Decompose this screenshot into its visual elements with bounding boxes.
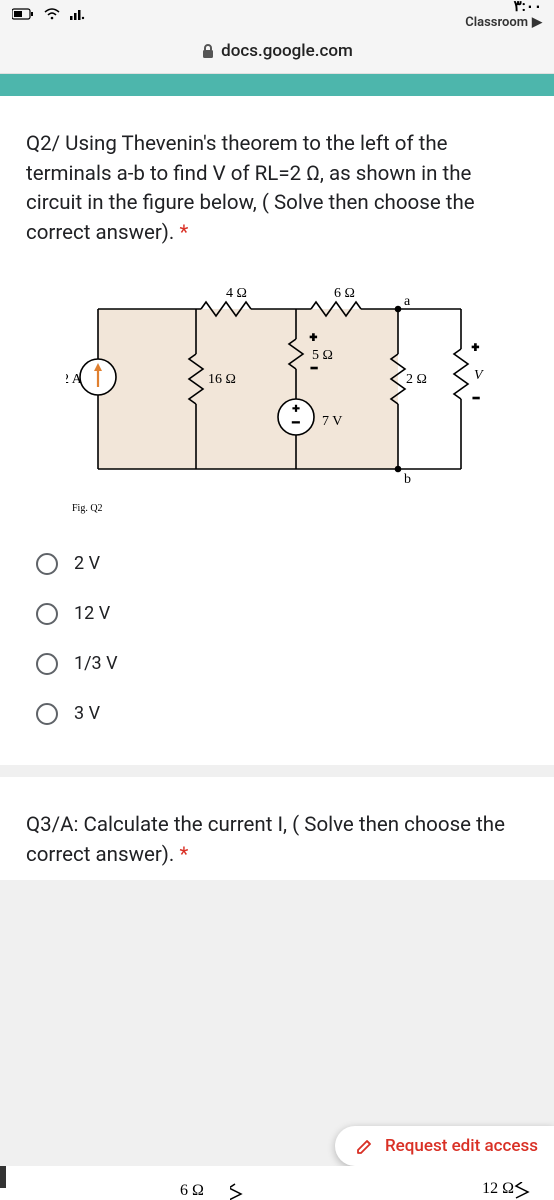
resistor-peek-icon — [230, 1182, 270, 1200]
label-7v: 7 V — [322, 414, 342, 429]
partial-12ohm: 12 Ω — [482, 1180, 514, 1198]
required-mark: * — [179, 843, 188, 867]
figure-caption: Fig. Q2 — [72, 503, 103, 514]
svg-text:+: + — [310, 330, 317, 344]
lock-icon — [201, 43, 215, 59]
option-4[interactable]: 3 V — [36, 703, 528, 725]
resistor-peek-icon — [512, 1182, 532, 1200]
option-label: 12 V — [74, 603, 110, 624]
circuit-svg: + − — [66, 279, 506, 499]
question-2-card: Q2/ Using Thevenin's theorem to the left… — [0, 96, 554, 777]
circuit-figure: + − — [26, 279, 528, 509]
battery-icon — [12, 8, 34, 20]
svg-text:−: − — [292, 416, 300, 431]
label-v: V — [474, 368, 484, 383]
q2-options: 2 V 12 V 1/3 V 3 V — [26, 553, 528, 725]
label-4ohm: 4 Ω — [226, 286, 247, 301]
request-edit-access-button[interactable]: Request edit access — [335, 1126, 554, 1166]
option-1[interactable]: 2 V — [36, 553, 528, 575]
side-indicator — [0, 1166, 6, 1188]
status-right: ٣:٠٠ Classroom ▶ — [465, 0, 542, 29]
url-text: docs.google.com — [221, 41, 353, 61]
bottom-cutoff: 6 Ω 12 Ω — [0, 1166, 554, 1200]
node-a: a — [404, 294, 411, 309]
node-b: b — [404, 472, 411, 487]
status-bar: ٣:٠٠ Classroom ▶ — [0, 0, 554, 28]
radio-icon — [36, 703, 58, 725]
question-3-text: Q3/A: Calculate the current I, ( Solve t… — [26, 811, 528, 870]
play-icon: ▶ — [532, 16, 542, 29]
question-2-text: Q2/ Using Thevenin's theorem to the left… — [26, 130, 528, 249]
signal-icon — [70, 8, 86, 20]
required-mark: * — [179, 221, 188, 245]
option-label: 3 V — [74, 703, 100, 724]
svg-text:−: − — [472, 391, 480, 407]
label-5ohm: 5 Ω — [312, 348, 333, 363]
classroom-label: Classroom — [465, 16, 528, 29]
page-content: Q2/ Using Thevenin's theorem to the left… — [0, 96, 554, 880]
partial-6ohm: 6 Ω — [180, 1182, 204, 1200]
svg-text:+: + — [293, 401, 300, 415]
classroom-indicator: Classroom ▶ — [465, 16, 542, 29]
pencil-icon — [355, 1136, 375, 1156]
svg-text:−: − — [310, 361, 318, 377]
url-bar[interactable]: docs.google.com — [0, 28, 554, 74]
option-label: 1/3 V — [74, 653, 118, 674]
label-16ohm: 16 Ω — [208, 372, 236, 387]
time-label: ٣:٠٠ — [514, 0, 542, 14]
option-3[interactable]: 1/3 V — [36, 653, 528, 675]
radio-icon — [36, 603, 58, 625]
form-header-strip — [0, 74, 554, 96]
option-label: 2 V — [74, 553, 100, 574]
wifi-icon — [44, 8, 60, 20]
svg-text:+: + — [472, 340, 479, 354]
label-2ohm: 2 Ω — [406, 372, 427, 387]
question-3-card: Q3/A: Calculate the current I, ( Solve t… — [0, 777, 554, 880]
label-2a: 2 A — [66, 372, 83, 387]
radio-icon — [36, 653, 58, 675]
radio-icon — [36, 553, 58, 575]
label-6ohm: 6 Ω — [334, 286, 355, 301]
option-2[interactable]: 12 V — [36, 603, 528, 625]
status-left — [12, 8, 86, 20]
request-access-label: Request edit access — [385, 1136, 538, 1156]
